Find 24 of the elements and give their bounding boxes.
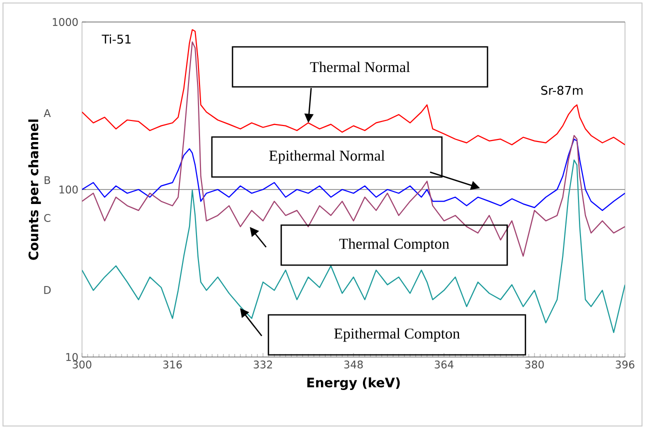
annotation: Epithermal Compton [334,328,460,342]
x-tick-label: 380 [525,360,544,368]
text: B [44,176,50,184]
annotation: Sr-87m [541,86,583,95]
text: C [44,214,50,222]
text: D [44,286,51,294]
annotation: Thermal Normal [310,62,410,72]
x-tick-label: 316 [163,360,182,368]
line-series [82,29,625,146]
x-axis-title: Energy (keV) [307,377,400,390]
annotation: Thermal Compton [339,238,450,252]
y-axis-title: Counts per channel [28,120,41,260]
annotation: Epithermal Normal [269,150,385,164]
x-tick-label: 364 [434,360,454,368]
x-tick-label: 348 [344,360,363,368]
y-tick-label: 1000 [52,18,78,26]
x-tick-label: 300 [72,360,92,368]
annotation: Ti-51 [102,34,131,44]
line-series [82,138,625,211]
x-tick-label: 396 [616,360,634,368]
y-tick-label: 100 [60,186,78,194]
x-tick-label: 332 [254,360,272,368]
text: A [44,109,51,117]
y-tick-label: 10 [66,353,78,361]
